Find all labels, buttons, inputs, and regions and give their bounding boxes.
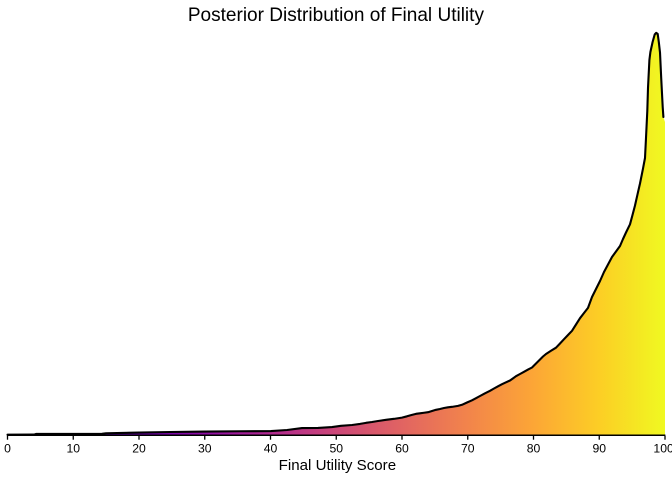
svg-text:50: 50 — [329, 442, 343, 456]
svg-text:Final Utility Score: Final Utility Score — [279, 457, 396, 474]
svg-text:70: 70 — [461, 442, 475, 456]
svg-text:Posterior Distribution of Fina: Posterior Distribution of Final Utility — [188, 5, 485, 26]
svg-text:80: 80 — [527, 442, 541, 456]
svg-text:0: 0 — [4, 442, 11, 456]
svg-text:10: 10 — [66, 442, 80, 456]
svg-text:40: 40 — [264, 442, 278, 456]
svg-text:20: 20 — [132, 442, 146, 456]
svg-text:60: 60 — [395, 442, 409, 456]
svg-text:90: 90 — [592, 442, 606, 456]
svg-text:100: 100 — [653, 442, 672, 456]
svg-text:30: 30 — [198, 442, 212, 456]
